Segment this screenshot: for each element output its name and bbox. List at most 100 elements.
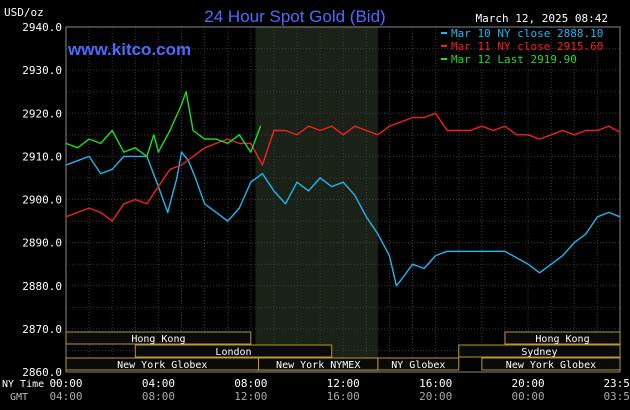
x-tick-gmt: 16:00 [327,390,360,403]
units-label: USD/oz [4,6,44,19]
price-point [296,181,298,183]
price-point [608,211,610,213]
price-point [215,138,217,140]
price-point [238,142,240,144]
price-point [273,190,275,192]
price-point [458,129,460,132]
session-label: London [215,347,251,358]
session-label: NY Globex [391,360,445,371]
price-point [123,151,125,153]
price-point [423,117,425,119]
price-point [550,263,552,265]
kitco-watermark: www.kitco.com [67,40,191,59]
price-point [539,272,541,274]
session-label: New York Globex [506,360,596,371]
price-point [388,125,390,127]
session-label: New York Globex [117,360,207,371]
price-point [100,173,102,175]
price-point [446,250,448,252]
price-point [573,242,575,244]
session-label: New York NYMEX [276,360,360,371]
price-point [215,142,217,144]
session-bar [458,344,621,358]
price-point [180,164,183,166]
price-point [204,147,206,149]
plot-frame [65,26,621,373]
price-series [65,90,621,287]
price-point [608,125,610,127]
price-point [562,129,564,132]
price-point [585,129,587,132]
price-point [192,129,194,132]
price-point [308,125,310,127]
price-point [596,216,599,218]
price-point [469,129,471,132]
price-point [134,147,136,149]
price-point [573,134,575,136]
price-point [527,263,529,265]
grid-lines [65,26,621,373]
price-point [185,91,187,93]
price-point [204,203,206,205]
price-point [123,203,125,205]
price-point [539,138,541,140]
price-point [215,211,217,213]
price-point [65,164,67,166]
price-point [204,138,206,140]
price-point [261,173,263,175]
price-point [180,104,183,106]
trading-sessions: Hong Kong Hong Kong London Sydney New York G… [65,331,621,371]
x-tick-ny: 12:00 [327,377,360,390]
price-point [446,129,448,132]
price-point [354,194,356,196]
price-point [481,250,483,252]
chart-title: 24 Hour Spot Gold (Bid) [204,7,385,26]
x-tick-ny: 04:00 [142,377,175,390]
price-point [365,129,367,132]
price-point [88,155,90,157]
y-tick-label: 2940.0 [22,21,62,34]
price-point [65,142,67,144]
price-point [319,129,321,132]
price-point [259,125,262,127]
price-point [527,134,529,136]
y-tick-label: 2930.0 [22,64,62,77]
price-point [111,168,113,170]
price-point [250,151,252,153]
price-point [180,151,183,153]
price-point [77,160,79,162]
price-point [492,129,494,132]
y-axis-ticks: 2940.0 2930.0 2920.0 2910.0 2900.0 2890.0 2880… [22,21,62,379]
x-tick-gmt: 04:00 [49,390,82,403]
price-point [377,233,379,235]
price-point [296,134,298,136]
price-point [377,134,379,136]
price-point [194,177,196,179]
y-tick-label: 2880.0 [22,280,62,293]
price-point [342,181,344,183]
x-tick-ny: 08:00 [234,377,267,390]
gmt-caption: GMT [10,392,28,403]
price-point [157,186,159,188]
session-label: Hong Kong [535,334,589,345]
price-point [458,250,460,252]
price-point [411,263,414,265]
price-point [504,125,506,127]
y-tick-label: 2890.0 [22,237,62,250]
price-point [395,285,397,287]
legend-entry: Mar 10 NY close 2888.10 [451,27,603,40]
price-point [65,216,67,218]
y-tick-label: 2920.0 [22,107,62,120]
date-stamp: March 12, 2025 08:42 [476,12,608,25]
price-point [157,151,159,153]
price-point [250,142,252,144]
price-point [284,129,287,132]
price-point [400,121,402,123]
price-point [354,125,356,127]
price-point [342,134,344,136]
x-tick-ny: 23:59 [603,377,630,390]
price-point [273,129,275,132]
session-label: Hong Kong [131,334,185,345]
price-line [65,90,262,158]
